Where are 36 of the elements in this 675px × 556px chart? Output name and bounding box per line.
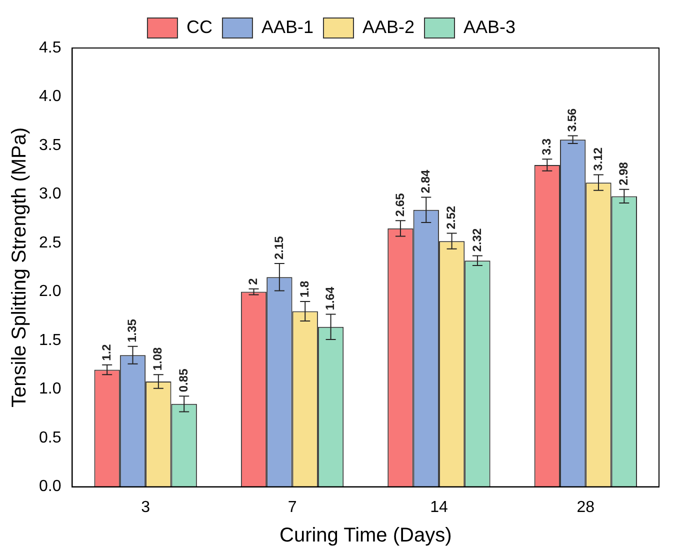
y-axis-title: Tensile Splitting Strength (MPa) <box>8 127 31 408</box>
y-tick-label: 2.0 <box>38 283 62 300</box>
y-tick-label: 4.0 <box>38 88 62 106</box>
data-label: 3.3 <box>539 138 554 156</box>
y-tick-label: 1.0 <box>38 380 62 398</box>
data-label: 3.56 <box>565 108 580 132</box>
data-label: 2.84 <box>418 170 432 194</box>
data-label: 2.32 <box>470 228 484 252</box>
data-label: 1.64 <box>323 286 338 310</box>
legend-label: CC <box>186 16 212 37</box>
legend-label: AAB-1 <box>261 16 314 37</box>
data-label: 2 <box>246 278 260 285</box>
legend-label: AAB-3 <box>464 16 516 37</box>
data-label: 1.2 <box>99 344 114 361</box>
y-tick-label: 1.5 <box>38 332 62 349</box>
x-tick-label: 28 <box>576 498 595 516</box>
data-label: 1.35 <box>125 318 140 342</box>
data-label: 1.08 <box>150 346 165 371</box>
x-tick-label: 3 <box>141 498 150 516</box>
data-label: 0.85 <box>176 368 190 392</box>
y-tick-label: 4.5 <box>38 39 62 56</box>
data-label: 2.98 <box>616 162 630 186</box>
x-axis-title: Curing Time (Days) <box>279 524 452 547</box>
x-tick-label: 7 <box>288 498 297 516</box>
data-label: 1.8 <box>297 280 312 298</box>
data-label: 3.12 <box>590 147 605 171</box>
legend-label: AAB-2 <box>362 16 415 37</box>
y-tick-label: 3.5 <box>38 136 62 154</box>
data-label: 2.15 <box>272 236 286 260</box>
y-tick-label: 0.5 <box>38 429 62 446</box>
y-tick-label: 2.5 <box>38 234 62 252</box>
data-label: 2.65 <box>392 192 407 217</box>
x-tick-label: 14 <box>430 498 448 516</box>
y-tick-label: 3.0 <box>38 186 62 203</box>
data-label: 2.52 <box>444 206 458 230</box>
y-tick-label: 0.0 <box>38 478 62 496</box>
